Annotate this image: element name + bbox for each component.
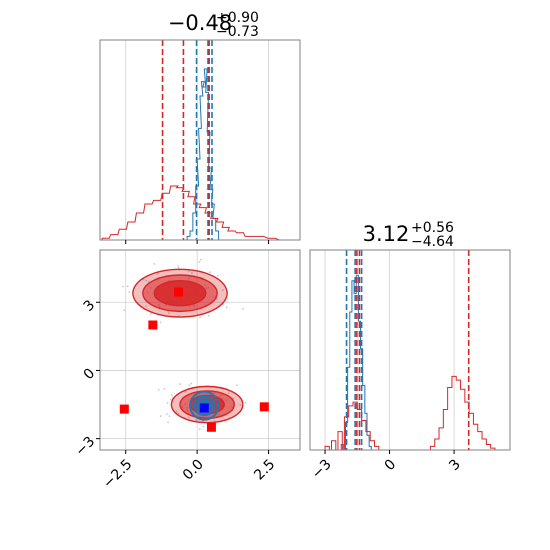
scatter-point xyxy=(166,402,169,404)
right-histogram-1 xyxy=(324,375,496,450)
joint-contours xyxy=(132,268,244,424)
joint-y-tick-label-1: 0 xyxy=(81,365,99,383)
scatter-point xyxy=(199,316,202,319)
scatter-point xyxy=(202,425,205,428)
scatter-point xyxy=(236,384,238,387)
joint-x-tick-label-1: 0.0 xyxy=(180,456,207,483)
joint-x-tick-labels: −2.5 0.0 2.5 xyxy=(100,456,278,491)
red-marker-1 xyxy=(148,320,158,330)
blue-marker-0 xyxy=(199,403,209,413)
top-histogram-1 xyxy=(101,185,287,240)
top-title-minus: −0.73 xyxy=(216,24,259,40)
right-title-minus: −4.64 xyxy=(411,234,454,250)
scatter-point xyxy=(207,314,210,317)
scatter-point xyxy=(159,321,162,324)
scatter-point xyxy=(168,415,171,418)
right-histograms xyxy=(324,274,496,450)
scatter-point xyxy=(215,298,218,300)
scatter-point xyxy=(177,267,180,269)
scatter-point xyxy=(169,398,172,401)
joint-x-tick-label-0: −2.5 xyxy=(100,456,135,491)
top-histogram-0 xyxy=(186,68,222,240)
scatter-point xyxy=(198,260,201,263)
right-title-value: 3.12 xyxy=(363,222,410,246)
scatter-point xyxy=(142,278,145,281)
joint-y-tick-labels: −3 0 3 xyxy=(72,297,98,459)
scatter-point xyxy=(188,416,190,419)
red-marker-2 xyxy=(119,404,129,414)
top-tick-marks xyxy=(125,240,270,244)
top-panel-frame xyxy=(99,39,301,241)
scatter-point xyxy=(239,403,242,406)
scatter-point xyxy=(157,388,160,391)
scatter-point xyxy=(227,392,230,395)
scatter-point xyxy=(167,312,170,314)
scatter-point xyxy=(209,271,211,273)
right-tick-marks xyxy=(324,450,455,454)
scatter-point xyxy=(126,285,129,288)
red-marker-0 xyxy=(174,287,184,297)
scatter-point xyxy=(170,394,173,397)
scatter-point xyxy=(175,410,178,413)
joint-panel: −2.5 0.0 2.5 −3 0 3 xyxy=(72,249,301,492)
right-x-tick-label-2: 3 xyxy=(446,456,464,474)
scatter-point xyxy=(177,265,179,267)
scatter-point xyxy=(221,289,224,291)
top-histograms xyxy=(101,68,287,240)
right-panel-frame xyxy=(309,249,511,451)
scatter-point xyxy=(122,285,124,288)
scatter-point xyxy=(190,382,193,385)
joint-y-tick-label-0: −3 xyxy=(72,434,98,460)
joint-panel-frame xyxy=(99,249,301,451)
scatter-point xyxy=(167,421,169,424)
right-x-tick-label-0: −3 xyxy=(309,456,335,482)
scatter-point xyxy=(166,413,168,415)
joint-tick-marks xyxy=(96,301,270,454)
scatter-point xyxy=(159,415,162,417)
joint-x-tick-label-2: 2.5 xyxy=(251,456,278,483)
right-marginal-panel: −3 0 3 3.12 +0.56 −4.64 xyxy=(309,220,511,482)
scatter-point xyxy=(195,419,197,422)
right-grid xyxy=(324,250,455,450)
scatter-point xyxy=(216,274,219,277)
top-quantile-lines xyxy=(161,40,213,240)
scatter-point xyxy=(242,307,245,310)
joint-markers xyxy=(119,287,269,432)
top-title-plus: +0.90 xyxy=(216,10,259,26)
scatter-point xyxy=(190,272,193,274)
scatter-point xyxy=(163,387,166,390)
scatter-point xyxy=(148,280,150,283)
scatter-point xyxy=(128,291,131,293)
scatter-point xyxy=(177,412,180,415)
scatter-point xyxy=(144,305,147,307)
scatter-point xyxy=(145,279,148,282)
red-marker-3 xyxy=(259,402,269,412)
joint-y-tick-label-2: 3 xyxy=(81,297,99,315)
scatter-point xyxy=(188,384,191,386)
scatter-point xyxy=(199,258,202,261)
top-title: −0.48 xyxy=(168,11,232,35)
top-marginal-panel: −0.48 +0.90 −0.73 xyxy=(99,10,301,244)
scatter-point xyxy=(244,401,247,404)
scatter-point xyxy=(156,273,159,275)
scatter-point xyxy=(153,263,156,265)
right-title: 3.12 xyxy=(363,222,410,246)
scatter-point xyxy=(225,306,228,309)
scatter-point xyxy=(179,383,182,385)
scatter-point xyxy=(149,313,152,315)
red-marker-4 xyxy=(206,422,216,432)
top-title-value: −0.48 xyxy=(168,11,232,35)
scatter-point xyxy=(184,391,187,393)
right-title-plus: +0.56 xyxy=(411,220,454,236)
right-quantile-lines xyxy=(345,250,470,450)
scatter-point xyxy=(123,309,126,312)
scatter-point xyxy=(187,270,190,272)
right-x-tick-label-1: 0 xyxy=(382,456,400,474)
scatter-point xyxy=(198,428,201,430)
right-x-tick-labels: −3 0 3 xyxy=(309,456,464,482)
